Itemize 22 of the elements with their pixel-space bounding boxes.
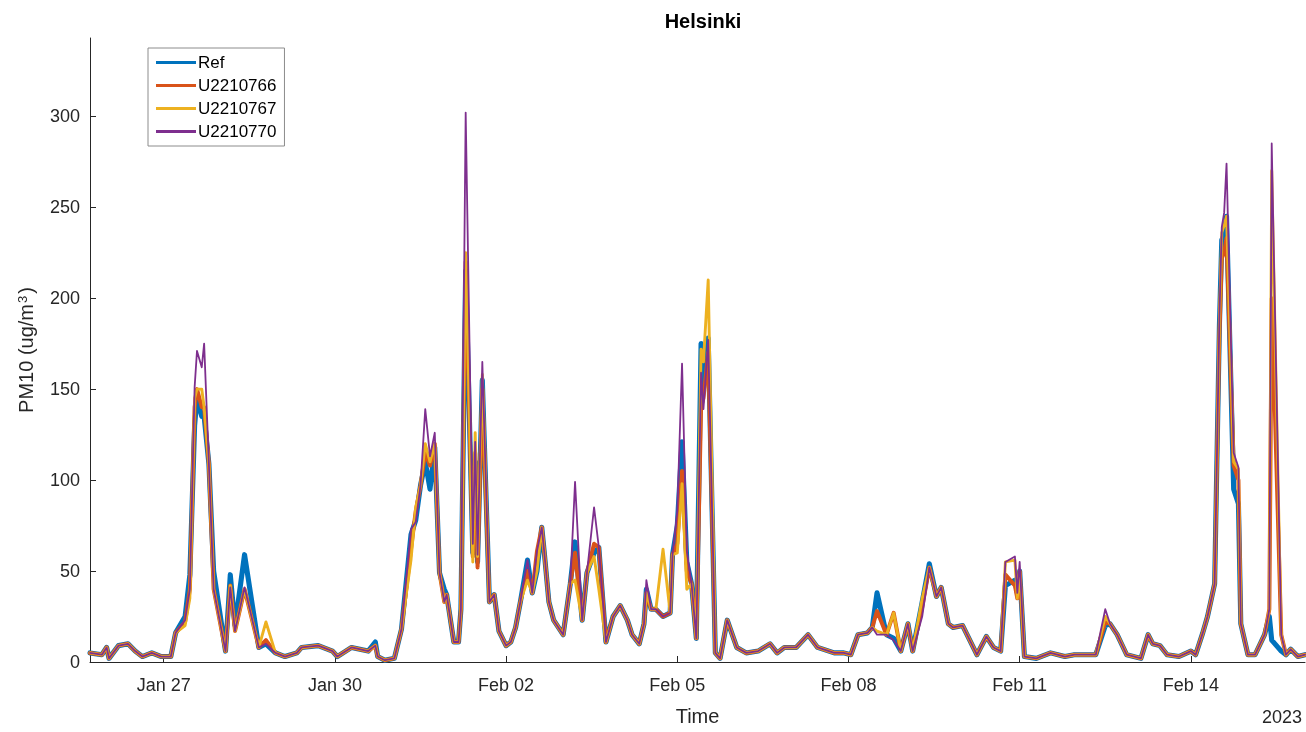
x-tick-label: Jan 30 <box>307 675 362 695</box>
chart-title: Helsinki <box>664 10 742 32</box>
x-tick-label: Feb 08 <box>820 675 877 695</box>
y-tick-label: 100 <box>49 470 80 491</box>
y-tick-label: 250 <box>49 197 80 218</box>
legend-label: U2210770 <box>198 122 277 141</box>
legend-label: U2210767 <box>198 99 277 118</box>
y-tick-label: 300 <box>49 106 80 127</box>
y-tick-label: 0 <box>69 652 80 672</box>
x-tick-label: Jan 27 <box>136 675 191 695</box>
y-tick-label: 200 <box>49 288 80 309</box>
x-tick-label: Feb 02 <box>478 675 535 695</box>
x-tick-label: Feb 05 <box>649 675 706 695</box>
y-axis-title: PM10 (ug/m3) <box>15 287 37 413</box>
y-tick-label: 150 <box>49 379 80 400</box>
legend-label: U2210766 <box>198 76 277 95</box>
x-tick-label: Feb 14 <box>1162 675 1219 695</box>
x-tick-label: Feb 11 <box>992 675 1048 695</box>
x-axis-title: Time <box>675 705 720 727</box>
legend-label: Ref <box>198 53 225 72</box>
text: 2023 <box>1261 707 1302 727</box>
y-tick-label: 50 <box>59 561 80 582</box>
